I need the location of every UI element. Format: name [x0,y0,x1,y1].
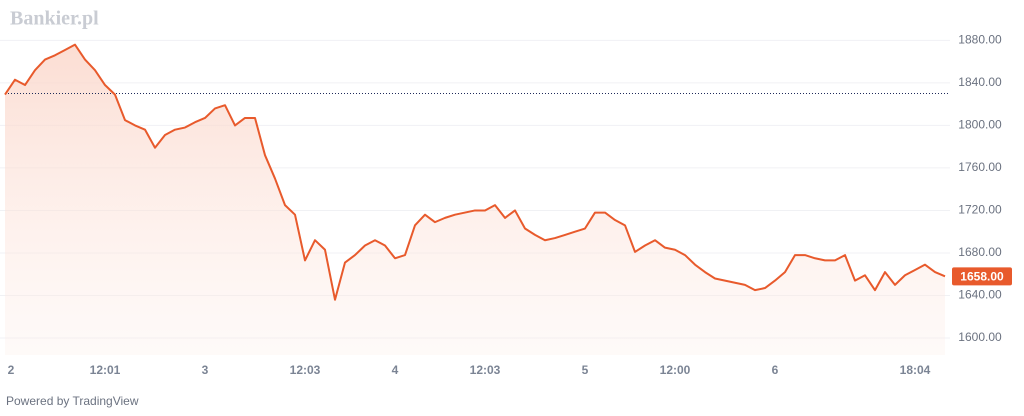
last-price-badge [952,267,1012,286]
y-tick-label: 1800.00 [958,118,1002,132]
x-tick-label: 2 [8,363,15,377]
line [4,43,946,301]
y-tick-label: 1840.00 [958,75,1002,89]
y-tick-label: 1600.00 [958,330,1002,344]
y-tick-label: 1680.00 [958,245,1002,259]
footer: Powered by TradingView [6,394,139,408]
y-tick-label: 1760.00 [958,160,1002,174]
x-tick-label: 12:03 [470,363,501,377]
x-tick-label: 18:04 [900,363,931,377]
x-tick-label: 12:01 [90,363,121,377]
x-tick-label: 3 [202,363,209,377]
x-tick-label: 12:03 [290,363,321,377]
watermark: Bankier.pl [10,8,99,30]
x-tick-label: 4 [392,363,399,377]
y-tick-label: 1640.00 [958,288,1002,302]
x-tick-label: 6 [772,363,779,377]
y-tick-label: 1880.00 [958,33,1002,47]
last-price-label: 1658.00 [960,270,1004,284]
x-tick-label: 5 [582,363,589,377]
x-tick-label: 12:00 [660,363,691,377]
y-tick-label: 1720.00 [958,203,1002,217]
area [5,44,945,356]
